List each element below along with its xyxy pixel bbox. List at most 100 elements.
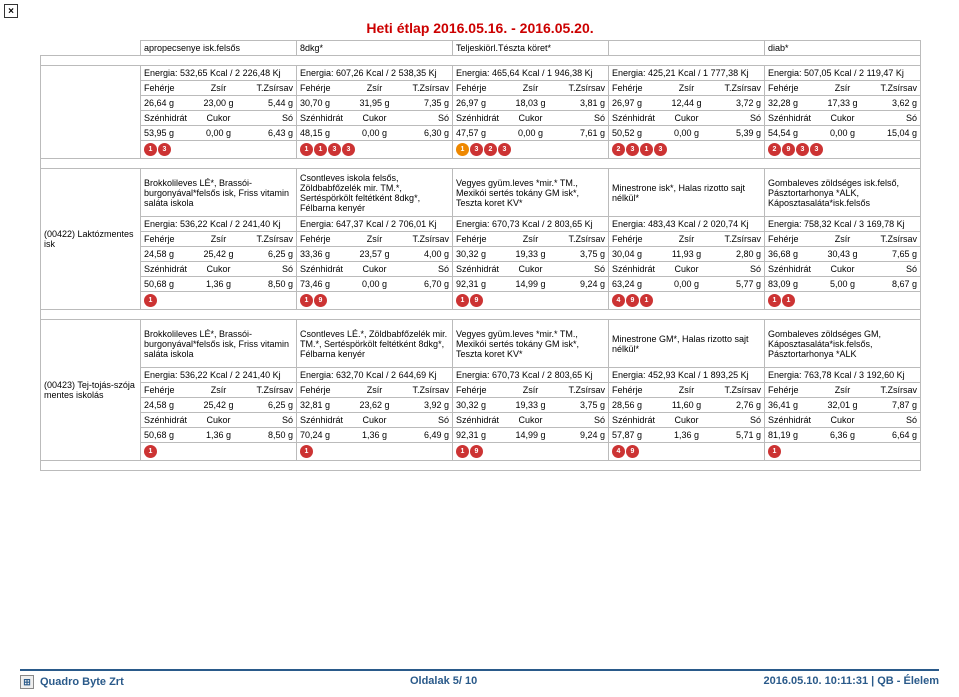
nutr-val: 30,04 g11,93 g2,80 g xyxy=(609,247,765,262)
nutr-hdr: SzénhidrátCukorSó xyxy=(609,111,765,126)
nutr-hdr: SzénhidrátCukorSó xyxy=(453,413,609,428)
energy-cell: Energia: 483,43 Kcal / 2 020,74 Kj xyxy=(609,217,765,232)
nutr-val: 70,24 g1,36 g6,49 g xyxy=(297,428,453,443)
energy-cell: Energia: 536,22 Kcal / 2 241,40 Kj xyxy=(141,217,297,232)
allergen-icon: 9 xyxy=(626,445,639,458)
nutr-hdr: FehérjeZsírT.Zsírsav xyxy=(609,81,765,96)
energy-row: Energia: 532,65 Kcal / 2 226,48 KjEnergi… xyxy=(41,66,921,81)
energy-cell: Energia: 607,26 Kcal / 2 538,35 Kj xyxy=(297,66,453,81)
allergen-icon: 1 xyxy=(300,143,313,156)
allergen-icon: 1 xyxy=(456,445,469,458)
allergen-icon: 3 xyxy=(470,143,483,156)
allergen-icon: 1 xyxy=(768,445,781,458)
nutr-hdr: FehérjeZsírT.Zsírsav xyxy=(453,383,609,398)
dish-name: Minestrone isk*, Halas rizotto sajt nélk… xyxy=(609,169,765,217)
nutr-val: 50,68 g1,36 g8,50 g xyxy=(141,277,297,292)
allergen-icon: 1 xyxy=(640,143,653,156)
allergen-icon: 1 xyxy=(314,143,327,156)
nutr-val: 28,56 g11,60 g2,76 g xyxy=(609,398,765,413)
dish-name: Csontleves LÉ.*, Zöldbabfőzelék mir. TM.… xyxy=(297,320,453,368)
dish-name: Gombaleves zöldséges isk.felső, Pásztort… xyxy=(765,169,921,217)
allergen-icon: 9 xyxy=(626,294,639,307)
allergen-icon: 1 xyxy=(456,294,469,307)
nutr-val: 30,32 g19,33 g3,75 g xyxy=(453,398,609,413)
nutr-val: 32,28 g17,33 g3,62 g xyxy=(765,96,921,111)
nutr-val: 33,36 g23,57 g4,00 g xyxy=(297,247,453,262)
dish-name: Brokkolileves LÉ*, Brassói-burgonyával*f… xyxy=(141,320,297,368)
row-label: (00423) Tej-tojás-szója mentes iskolás xyxy=(41,320,141,461)
allergen-icon: 4 xyxy=(612,445,625,458)
nutr-val: 30,32 g19,33 g3,75 g xyxy=(453,247,609,262)
icon-cell: 1 xyxy=(141,443,297,461)
energy-cell: Energia: 532,65 Kcal / 2 226,48 Kj xyxy=(141,66,297,81)
icon-cell: 19 xyxy=(297,292,453,310)
nutr-hdr: SzénhidrátCukorSó xyxy=(453,111,609,126)
page-footer: ⊞ Quadro Byte Zrt Oldalak 5/ 10 2016.05.… xyxy=(20,669,939,689)
energy-cell: Energia: 452,93 Kcal / 1 893,25 Kj xyxy=(609,368,765,383)
allergen-icon: 1 xyxy=(300,445,313,458)
icon-cell: 19 xyxy=(453,292,609,310)
dish-header-row: apropecsenye isk.felsős8dkg*Teljeskiörl.… xyxy=(41,41,921,56)
dish-name: Vegyes gyüm.leves *mir.* TM., Mexikói se… xyxy=(453,320,609,368)
allergen-icon: 1 xyxy=(640,294,653,307)
menu-table: apropecsenye isk.felsős8dkg*Teljeskiörl.… xyxy=(40,40,921,471)
dish-header: Teljeskiörl.Tészta köret* xyxy=(453,41,609,56)
allergen-icon: 3 xyxy=(158,143,171,156)
nutr-val: 26,97 g18,03 g3,81 g xyxy=(453,96,609,111)
nutr-val: 36,68 g30,43 g7,65 g xyxy=(765,247,921,262)
dish-row: (00422) Laktózmentes iskBrokkolileves LÉ… xyxy=(41,169,921,217)
footer-center: Oldalak 5/ 10 xyxy=(410,675,477,689)
icon-cell: 49 xyxy=(609,443,765,461)
allergen-icon: 3 xyxy=(654,143,667,156)
icon-cell: 2313 xyxy=(609,141,765,159)
dish-header: diab* xyxy=(765,41,921,56)
nutr-hdr: SzénhidrátCukorSó xyxy=(609,262,765,277)
nutr-val: 63,24 g0,00 g5,77 g xyxy=(609,277,765,292)
icon-cell: 491 xyxy=(609,292,765,310)
icon-cell: 1323 xyxy=(453,141,609,159)
nutr-hdr: SzénhidrátCukorSó xyxy=(297,262,453,277)
allergen-icon: 9 xyxy=(782,143,795,156)
allergen-icon: 1 xyxy=(300,294,313,307)
nutr-hdr: SzénhidrátCukorSó xyxy=(765,413,921,428)
energy-cell: Energia: 425,21 Kcal / 1 777,38 Kj xyxy=(609,66,765,81)
row-label: (00422) Laktózmentes isk xyxy=(41,169,141,310)
allergen-icon: 1 xyxy=(782,294,795,307)
energy-cell: Energia: 536,22 Kcal / 2 241,40 Kj xyxy=(141,368,297,383)
energy-cell: Energia: 758,32 Kcal / 3 169,78 Kj xyxy=(765,217,921,232)
allergen-icon: 4 xyxy=(612,294,625,307)
nutr-hdr: FehérjeZsírT.Zsírsav xyxy=(141,383,297,398)
nutr-val: 83,09 g5,00 g8,67 g xyxy=(765,277,921,292)
document-page: Heti étlap 2016.05.16. - 2016.05.20. apr… xyxy=(40,20,920,471)
icon-cell: 19 xyxy=(453,443,609,461)
close-button[interactable]: × xyxy=(4,4,18,18)
allergen-icon: 9 xyxy=(470,445,483,458)
nutr-hdr: FehérjeZsírT.Zsírsav xyxy=(141,81,297,96)
icon-cell: 11 xyxy=(765,292,921,310)
energy-cell: Energia: 507,05 Kcal / 2 119,47 Kj xyxy=(765,66,921,81)
nutr-val: 73,46 g0,00 g6,70 g xyxy=(297,277,453,292)
nutr-val: 92,31 g14,99 g9,24 g xyxy=(453,428,609,443)
energy-cell: Energia: 632,70 Kcal / 2 644,69 Kj xyxy=(297,368,453,383)
nutr-hdr: SzénhidrátCukorSó xyxy=(765,262,921,277)
icon-cell: 2933 xyxy=(765,141,921,159)
allergen-icon: 9 xyxy=(314,294,327,307)
nutr-val: 50,52 g0,00 g5,39 g xyxy=(609,126,765,141)
dish-name: Vegyes gyüm.leves *mir.* TM., Mexikói se… xyxy=(453,169,609,217)
allergen-icon: 3 xyxy=(328,143,341,156)
nutr-hdr: SzénhidrátCukorSó xyxy=(297,111,453,126)
nutr-hdr: FehérjeZsírT.Zsírsav xyxy=(453,232,609,247)
nutr-val: 92,31 g14,99 g9,24 g xyxy=(453,277,609,292)
nutr-val: 81,19 g6,36 g6,64 g xyxy=(765,428,921,443)
nutr-val: 26,97 g12,44 g3,72 g xyxy=(609,96,765,111)
nutr-hdr: SzénhidrátCukorSó xyxy=(141,413,297,428)
nutr-val: 54,54 g0,00 g15,04 g xyxy=(765,126,921,141)
dish-header: apropecsenye isk.felsős xyxy=(141,41,297,56)
nutr-val: 47,57 g0,00 g7,61 g xyxy=(453,126,609,141)
dish-header: 8dkg* xyxy=(297,41,453,56)
nutr-hdr: FehérjeZsírT.Zsírsav xyxy=(297,81,453,96)
nutr-hdr: SzénhidrátCukorSó xyxy=(609,413,765,428)
allergen-icon: 3 xyxy=(810,143,823,156)
nutr-hdr: SzénhidrátCukorSó xyxy=(765,111,921,126)
allergen-icon: 1 xyxy=(768,294,781,307)
